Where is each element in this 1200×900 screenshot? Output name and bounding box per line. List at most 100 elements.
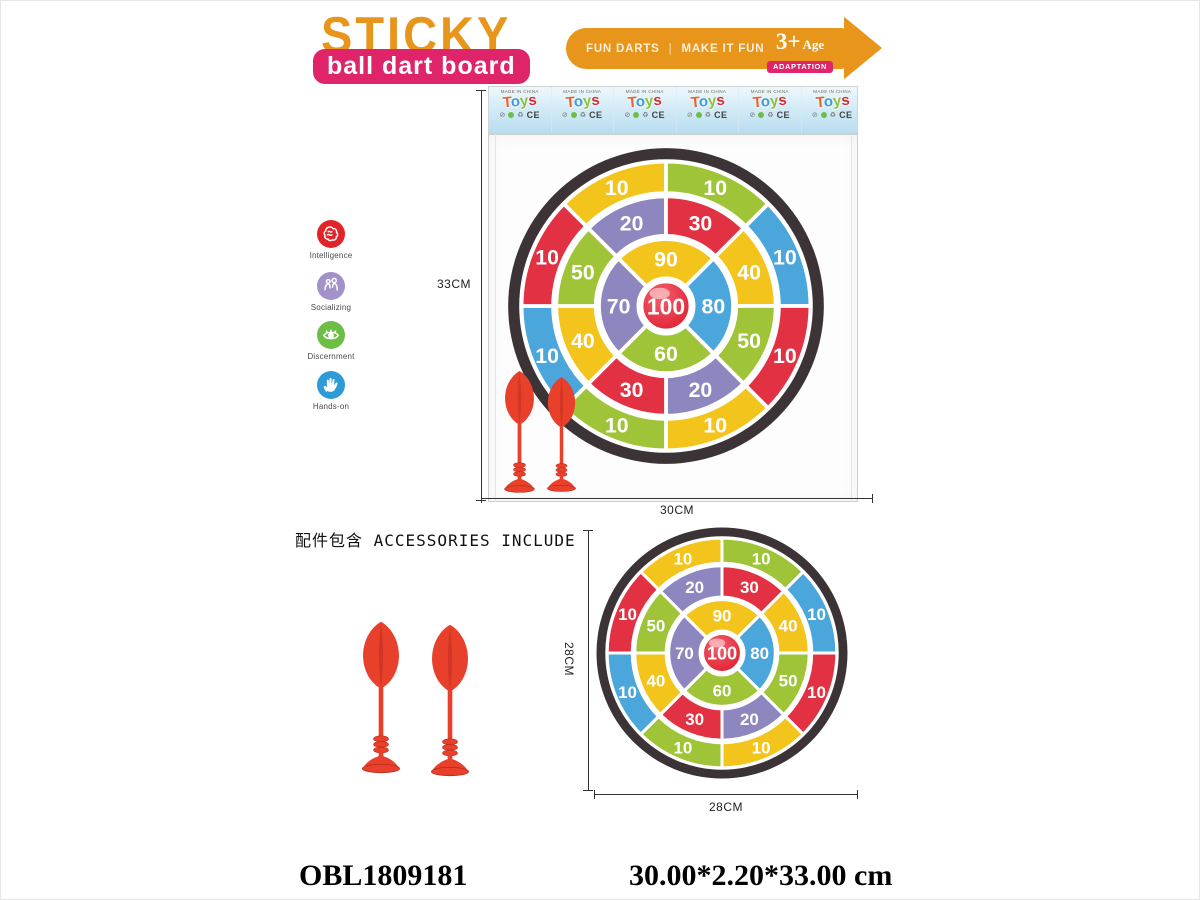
toys-brand-logo: Toys [676,91,739,112]
dimension-cap [583,790,593,791]
green-dot-icon [508,112,515,118]
board-label: 50 [779,671,798,690]
dimension-cap [594,790,595,799]
feature-label: Hands-on [312,402,350,411]
dimension-cap [481,494,482,503]
dimension-label-33cm: 33CM [437,277,472,291]
green-dot-icon [758,112,765,118]
toys-card-segment: MADE IN CHINA Toys ⊘ ♻ CE [801,87,858,133]
board-center-label: 100 [647,293,685,319]
board-label: 10 [618,605,637,624]
tagline-right: MAKE IT FUN [681,42,765,55]
dimension-cap [476,90,486,91]
board-label: 20 [740,710,759,729]
ce-mark: CE [651,110,666,120]
ce-mark: CE [526,110,541,120]
toys-brand-logo: Toys [489,91,551,112]
safety-icons-row: ⊘ ♻ CE [489,110,551,120]
board-segment-60 [682,667,762,708]
board-segment-50 [633,589,685,655]
dart [497,368,542,495]
board-label: 10 [535,245,559,269]
toys-brand-letter: s [590,91,600,110]
recycle-icon: ♻ [704,112,712,119]
toys-brand-letter: s [527,91,538,110]
board-label: 10 [673,550,692,569]
board-label: 30 [689,212,713,236]
prohibition-icon: ⊘ [686,112,693,119]
board-label: 50 [646,617,665,636]
toys-brand-logo: Toys [801,91,857,112]
toys-brand-letter: s [715,91,725,110]
board-label: 20 [689,378,713,402]
board-segment-60 [616,323,716,375]
green-dot-icon [695,112,702,118]
feature-label: Discernment [307,352,355,361]
dimension-cap [857,790,858,799]
recycle-icon: ♻ [517,112,524,119]
board-segment-70 [667,613,708,693]
board-label: 10 [773,344,797,368]
age-adaptation-badge: ADAPTATION [766,60,833,73]
safety-icons-row: ⊘ ♻ CE [677,110,739,120]
ce-mark: CE [839,110,853,120]
board-label: 90 [713,606,732,625]
bag-gusset-line [495,134,496,502]
toys-brand-letter: s [777,91,788,110]
board-label: 10 [618,683,637,702]
tagline-divider: | [668,42,673,55]
made-in-china-label: MADE IN CHINA [750,89,789,94]
board-label: 30 [685,710,704,729]
board-label: 40 [646,671,665,690]
tagline-text: FUN DARTS | MAKE IT FUN [586,43,764,55]
toys-brand-letter: s [652,91,663,110]
safety-icons-row: ⊘ ♻ CE [802,110,858,120]
board-label: 10 [752,550,771,569]
board-label: 60 [713,682,732,701]
board-label: 70 [607,295,631,319]
toys-brand-logo: Toys [551,91,614,112]
eye-icon [317,321,345,349]
board-segment-10 [519,201,589,308]
dartboard-small: 10 10 10 10 10 10 10 10 20 30 40 50 20 30 40 50 90 80 60 70… [594,525,850,781]
recycle-icon: ♻ [829,112,837,119]
product-size: 30.00*2.20*33.00 cm [629,859,893,892]
board-segment-70 [597,256,649,356]
bullseye-highlight [708,638,726,648]
board-label: 10 [673,739,692,758]
feature-hands-on: Hands-on [297,371,365,411]
ce-mark: CE [714,110,728,120]
prohibition-icon: ⊘ [811,112,818,119]
board-label: 10 [703,176,727,200]
board-label: 10 [605,176,629,200]
tagline-left: FUN DARTS [586,42,660,55]
dart [421,621,479,779]
dimension-label-28cm-h: 28CM [708,800,743,814]
prohibition-icon: ⊘ [624,112,631,119]
green-dot-icon [820,112,827,118]
dimension-label-28cm-v: 28CM [562,641,576,676]
board-label: 10 [807,683,826,702]
dimension-cap [872,494,873,503]
prohibition-icon: ⊘ [499,112,506,119]
board-segment-10 [605,570,661,655]
feature-discernment: Discernment [297,321,365,361]
toys-brand-logo: Toys [738,91,801,112]
board-label: 10 [605,414,629,438]
age-recommendation: 3+ Age ADAPTATION [766,29,833,74]
safety-icons-row: ⊘ ♻ CE [552,110,614,120]
board-segment-80 [736,613,777,693]
board-label: 30 [740,578,759,597]
board-label: 10 [807,605,826,624]
board-segment-90 [682,598,762,639]
feature-label: Socializing [310,303,352,312]
board-label: 40 [779,617,798,636]
age-number: 3+ [775,29,801,54]
toys-card-segment: MADE IN CHINA Toys ⊘ ♻ CE [676,87,739,133]
dimension-line-33cm [481,91,482,501]
made-in-china-label: MADE IN CHINA [813,89,852,94]
toys-card-segment: MADE IN CHINA Toys ⊘ ♻ CE [614,87,677,133]
recycle-icon: ♻ [579,112,587,119]
toys-brand-logo: Toys [613,91,676,112]
prohibition-icon: ⊘ [749,112,756,119]
